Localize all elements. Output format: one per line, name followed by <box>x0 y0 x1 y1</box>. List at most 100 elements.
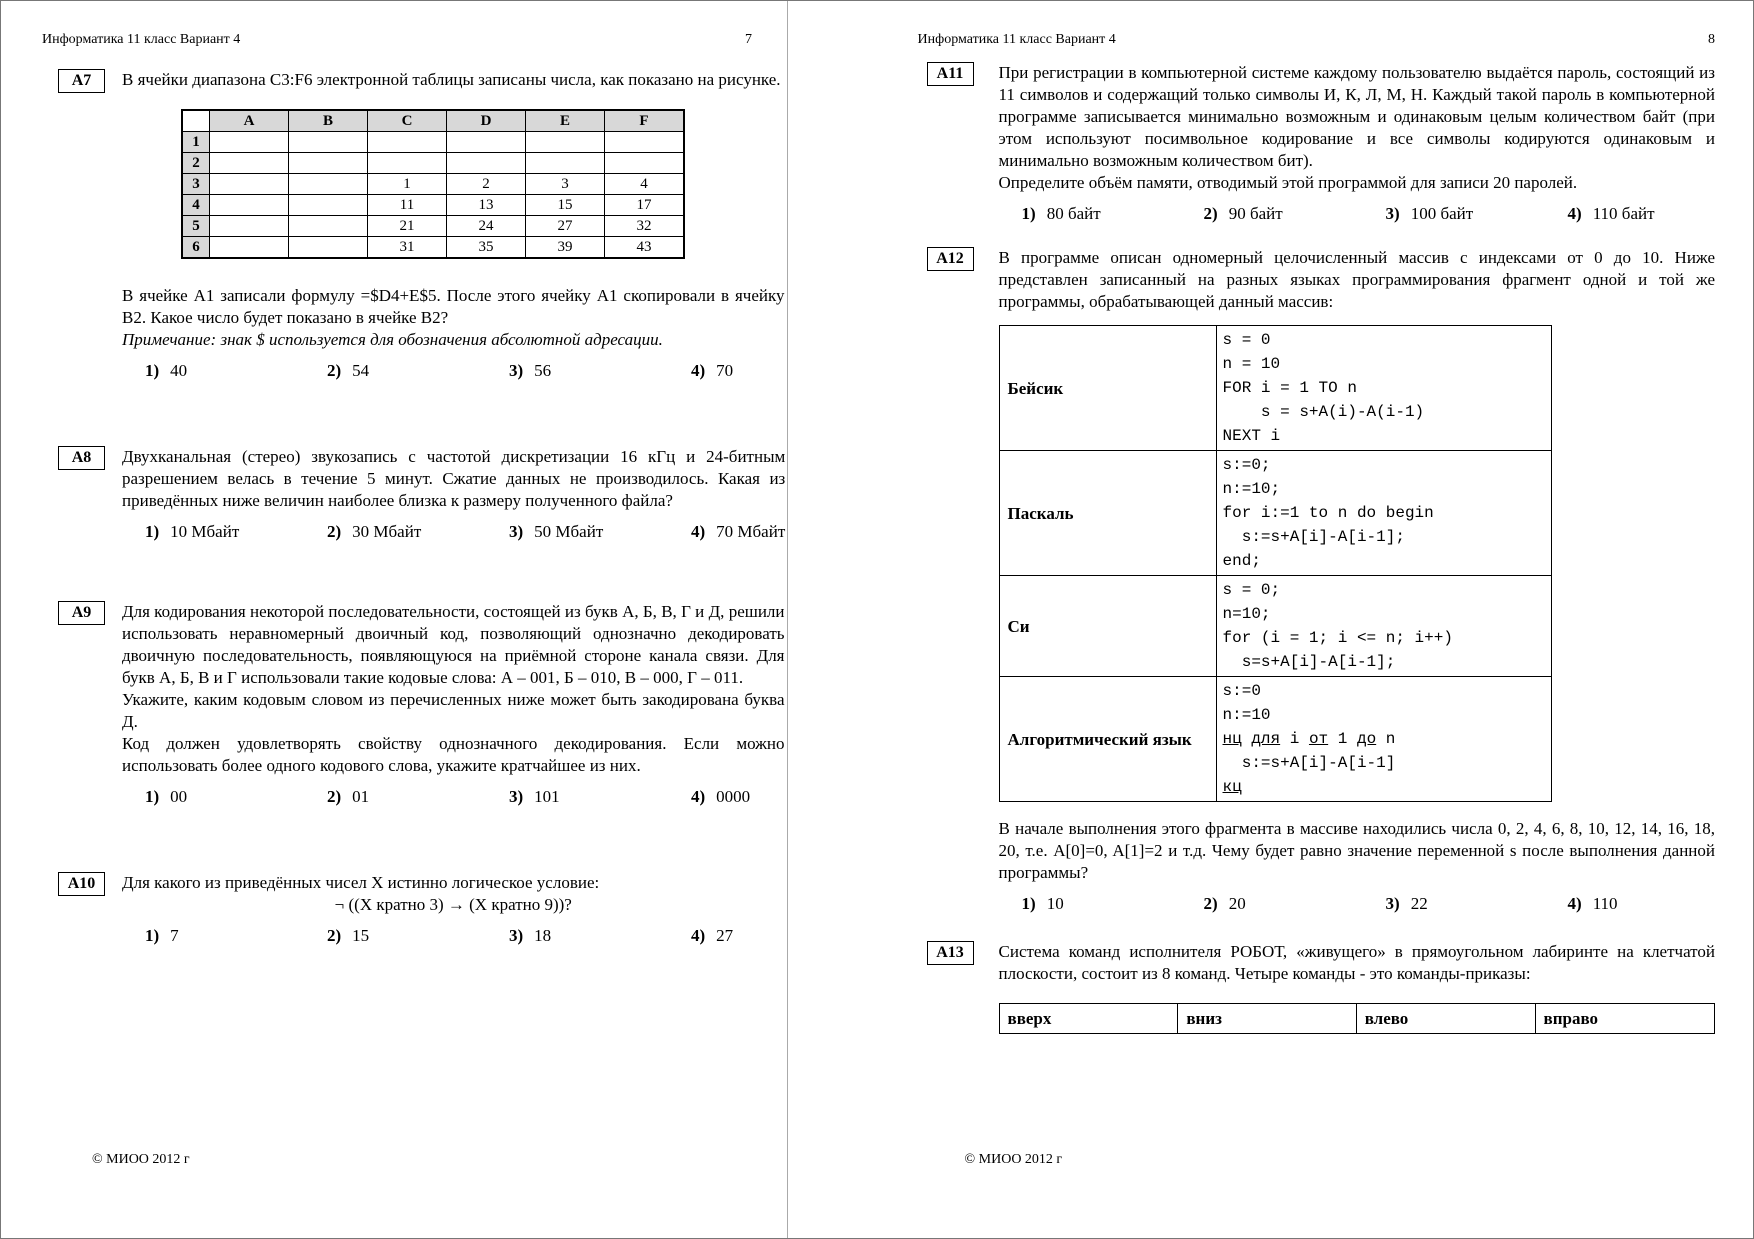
answer-number: 3) <box>509 361 524 380</box>
answer-number: 3) <box>509 926 524 945</box>
answer-number: 4) <box>1567 204 1582 223</box>
question-a8: А8 Двухканальная (стерео) звукозапись с … <box>42 446 785 543</box>
question-body-a9: Для кодирования некоторой последовательн… <box>122 601 785 808</box>
answer-value: 50 Мбайт <box>534 522 604 541</box>
answer-option: 4) 0000 <box>691 786 750 808</box>
answer-number: 4) <box>1567 894 1582 913</box>
answers-row: 1) 80 байт 2) 90 байт 3) 100 байт 4) 110 байт <box>999 203 1715 225</box>
language-name-pascal: Паскаль <box>998 450 1217 576</box>
page-header: Информатика 11 класс Вариант 4 8 <box>918 31 1715 48</box>
table-cell <box>209 215 289 237</box>
answer-option: 1) 7 <box>145 925 327 947</box>
table-cell: 24 <box>446 215 526 237</box>
table-cell <box>288 173 368 195</box>
table-cell: 4 <box>181 194 210 216</box>
table-cell: 32 <box>604 215 685 237</box>
answer-number: 2) <box>1203 204 1218 223</box>
language-name-c: Си <box>998 575 1217 677</box>
table-cell <box>604 131 685 153</box>
code-cell: s:=0 n:=10 нц для i от 1 до n s:=s+A[i]-… <box>1215 676 1552 802</box>
answer-number: 2) <box>327 926 342 945</box>
question-a12: А12 В программе описан одномерный целочи… <box>918 247 1715 915</box>
table-cell: A <box>209 109 289 132</box>
answer-value: 10 Мбайт <box>170 522 240 541</box>
answer-value: 00 <box>170 787 188 806</box>
header-title: Информатика 11 класс Вариант 4 <box>42 32 241 47</box>
answer-option: 4) 110 <box>1568 893 1618 915</box>
answer-number: 3) <box>1385 894 1400 913</box>
table-cell <box>288 152 368 174</box>
table-cell: 6 <box>181 236 210 259</box>
table-cell: 21 <box>367 215 447 237</box>
table-cell <box>288 194 368 216</box>
answer-value: 110 <box>1592 894 1618 913</box>
answer-value: 80 байт <box>1046 204 1101 223</box>
question-text: Определите объём памяти, отводимый этой … <box>998 173 1578 192</box>
question-body-a7: В ячейки диапазона C3:F6 электронной таб… <box>122 69 785 382</box>
table-cell <box>209 173 289 195</box>
answer-option: 4) 70 <box>691 360 733 382</box>
code-block-c: s = 0; n=10; for (i = 1; i <= n; i++) s=… <box>1222 581 1453 671</box>
question-label-a7: А7 <box>58 69 105 93</box>
question-label-a13: А13 <box>926 941 974 965</box>
answer-number: 4) <box>691 522 706 541</box>
question-body-a10: Для какого из приведённых чисел X истинн… <box>122 872 785 947</box>
answer-value: 101 <box>534 787 560 806</box>
answer-number: 1) <box>145 787 160 806</box>
code-cell: s:=0; n:=10; for i:=1 to n do begin s:=s… <box>1215 450 1552 576</box>
page-number: 8 <box>1708 32 1715 47</box>
question-body-a13: Система команд исполнителя РОБОТ, «живущ… <box>998 941 1716 1034</box>
table-cell: 3 <box>181 173 210 195</box>
answer-number: 1) <box>1021 894 1036 913</box>
answer-option: 4) 70 Мбайт <box>691 521 785 543</box>
table-cell: 2 <box>446 173 526 195</box>
question-text: Укажите, каким кодовым словом из перечис… <box>122 690 785 731</box>
table-cell: 1 <box>367 173 447 195</box>
answer-value: 18 <box>534 926 552 945</box>
answer-value: 70 <box>716 361 734 380</box>
answer-option: 1) 10 <box>1022 893 1204 915</box>
code-cell: s = 0; n=10; for (i = 1; i <= n; i++) s=… <box>1215 575 1552 677</box>
question-label-a10: А10 <box>58 872 105 896</box>
page-footer: © МИОО 2012 г <box>92 1152 190 1167</box>
answers-row: 1) 10 2) 20 3) 22 4) 110 <box>999 893 1715 915</box>
table-row: Бейсик s = 0 n = 10 FOR i = 1 TO n s = s… <box>998 325 1552 451</box>
answer-option: 2) 90 байт <box>1204 203 1386 225</box>
table-cell: D <box>446 109 526 132</box>
answer-number: 4) <box>691 926 706 945</box>
spreadsheet-table: A B C D E F 1 2 3 1 2 3 4 4 11 13 15 17 5 21 24 27 32 6 31 35 39 43 <box>181 109 685 259</box>
table-row: Паскаль s:=0; n:=10; for i:=1 to n do be… <box>998 450 1552 576</box>
question-text: Для кодирования некоторой последовательн… <box>122 602 785 687</box>
table-cell: 2 <box>181 152 210 174</box>
table-cell <box>288 236 368 259</box>
answer-option: 3) 56 <box>509 360 691 382</box>
table-cell <box>367 152 447 174</box>
table-cell: 39 <box>525 236 605 259</box>
answer-option: 3) 22 <box>1386 893 1568 915</box>
answers-row: 1) 00 2) 01 3) 101 4) 0000 <box>122 786 785 808</box>
answer-option: 1) 80 байт <box>1022 203 1204 225</box>
table-cell: 13 <box>446 194 526 216</box>
answer-option: 3) 101 <box>509 786 691 808</box>
question-body-a8: Двухканальная (стерео) звукозапись с час… <box>122 446 785 543</box>
table-cell: 15 <box>525 194 605 216</box>
table-cell <box>367 131 447 153</box>
table-cell: вправо <box>1534 1003 1716 1034</box>
page-number: 7 <box>745 32 752 47</box>
answer-value: 70 Мбайт <box>716 522 786 541</box>
question-label-a8: А8 <box>58 446 105 470</box>
page-footer: © МИОО 2012 г <box>964 1152 1063 1167</box>
table-cell <box>525 152 605 174</box>
table-row: вверх вниз влево вправо <box>998 1003 1716 1034</box>
table-cell: вниз <box>1177 1003 1357 1034</box>
table-cell <box>209 194 289 216</box>
table-cell <box>181 109 210 132</box>
table-cell: 43 <box>604 236 685 259</box>
table-cell <box>288 215 368 237</box>
answer-number: 2) <box>327 522 342 541</box>
answer-number: 4) <box>691 787 706 806</box>
table-cell: влево <box>1355 1003 1536 1034</box>
